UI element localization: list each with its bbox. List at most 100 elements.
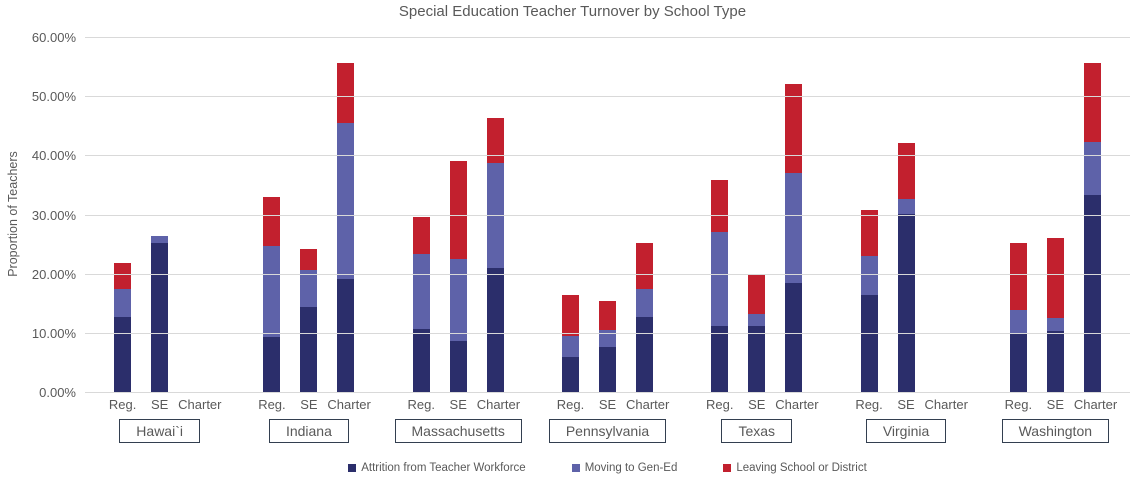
state-cell: Pennsylvania (533, 419, 682, 443)
x-tick-label: Charter (1073, 397, 1118, 412)
bar-segment (1046, 330, 1064, 393)
bar-slot (141, 38, 178, 393)
y-tick-label: 50.00% (31, 89, 76, 105)
stacked-bar (449, 161, 467, 393)
bar-segment (748, 274, 766, 315)
x-tick-label: Charter (178, 397, 222, 412)
bar-segment (412, 329, 430, 393)
bar-segment (860, 255, 878, 296)
bar-segment (897, 143, 915, 199)
bar-segment (785, 172, 803, 283)
legend-swatch (723, 464, 732, 472)
legend-swatch (571, 464, 580, 472)
bar-segment (337, 63, 355, 123)
gridline (85, 96, 1130, 98)
plot-area (85, 37, 1130, 393)
bar-segment (263, 336, 281, 393)
x-tick-label: SE (897, 397, 915, 412)
stacked-bar (748, 274, 766, 393)
bar-segment (860, 295, 878, 393)
x-tick-label: Reg. (108, 397, 137, 412)
gridline (85, 37, 1130, 38)
stacked-bar (897, 143, 915, 393)
state-cell: Virginia (831, 419, 980, 443)
bar-segment (598, 301, 616, 330)
bar-slot (589, 38, 626, 393)
x-tick-label: Reg. (1004, 397, 1033, 412)
bar-slot (738, 38, 775, 393)
bar-segment (449, 340, 467, 393)
bar-slot (925, 38, 962, 393)
legend-label: Moving to Gen-Ed (584, 462, 678, 474)
x-tick-label: Charter (476, 397, 521, 412)
bar-segment (1083, 63, 1101, 143)
x-tick-label-group: Reg. SE Charter (85, 397, 234, 412)
bar-segment (412, 216, 430, 254)
bar-segment (1046, 317, 1064, 331)
x-tick-label: SE (1046, 397, 1064, 412)
bar-group (831, 38, 980, 393)
bar-segment (561, 336, 579, 357)
x-tick-label: SE (449, 397, 467, 412)
bar-segment (337, 122, 355, 279)
legend-swatch (348, 464, 357, 472)
bar-segment (114, 289, 132, 318)
bar-segment (114, 317, 132, 393)
bar-slot (290, 38, 327, 393)
bar-segment (785, 84, 803, 173)
bar-segment (300, 249, 318, 270)
state-label: Washington (1001, 419, 1110, 443)
bar-segment (635, 317, 653, 393)
legend-item: Leaving School or District (723, 462, 867, 474)
x-tick-label: SE (300, 397, 318, 412)
stacked-bar (263, 197, 281, 393)
stacked-bar (1046, 237, 1064, 393)
legend-label: Leaving School or District (736, 462, 867, 474)
bar-segment (897, 214, 915, 393)
y-tick-label: 60.00% (31, 30, 76, 45)
bar-segment (263, 197, 281, 246)
x-tick-label-group: Reg. SE Charter (533, 397, 682, 412)
gridline (85, 155, 1130, 157)
y-tick-label: 20.00% (31, 266, 76, 282)
state-label: Texas (721, 419, 793, 443)
x-tick-label: Charter (775, 397, 819, 412)
x-tick-label-group: Reg. SE Charter (682, 397, 831, 412)
bar-slot (626, 38, 663, 393)
bar-segment (337, 278, 355, 393)
bar-segment (635, 242, 653, 290)
stacked-bar (151, 236, 169, 393)
y-tick-label: 10.00% (31, 325, 76, 341)
bar-segment (561, 356, 579, 393)
bar-segment (748, 326, 766, 393)
bar-segment (598, 329, 616, 348)
gridline (85, 332, 1130, 334)
x-tick-label-group: Reg. SE Charter (831, 397, 980, 412)
bar-group (384, 38, 533, 393)
bar-slot (327, 38, 364, 393)
x-tick-label: Reg. (258, 397, 286, 412)
bar-segment (486, 268, 504, 393)
bar-slot (178, 38, 215, 393)
stacked-bar (337, 63, 355, 393)
state-cell: Indiana (234, 419, 383, 443)
bar-segment (561, 294, 579, 337)
state-label: Virginia (865, 419, 947, 443)
stacked-bar (412, 216, 430, 393)
bar-segment (300, 306, 318, 393)
x-tick-label: Reg. (556, 397, 585, 412)
x-tick-label: Reg. (855, 397, 883, 412)
bar-slot (253, 38, 290, 393)
x-tick-label-group: Reg. SE Charter (384, 397, 533, 412)
state-cell: Massachusetts (384, 419, 533, 443)
legend-label: Attrition from Teacher Workforce (361, 462, 526, 474)
stacked-bar (711, 180, 729, 393)
x-tick-label: Charter (625, 397, 670, 412)
x-tick-label: Charter (924, 397, 968, 412)
x-tick-label: Reg. (706, 397, 734, 412)
bar-segment (785, 282, 803, 393)
bar-segment (897, 198, 915, 215)
stacked-bar (561, 294, 579, 393)
bar-slot (1074, 38, 1111, 393)
